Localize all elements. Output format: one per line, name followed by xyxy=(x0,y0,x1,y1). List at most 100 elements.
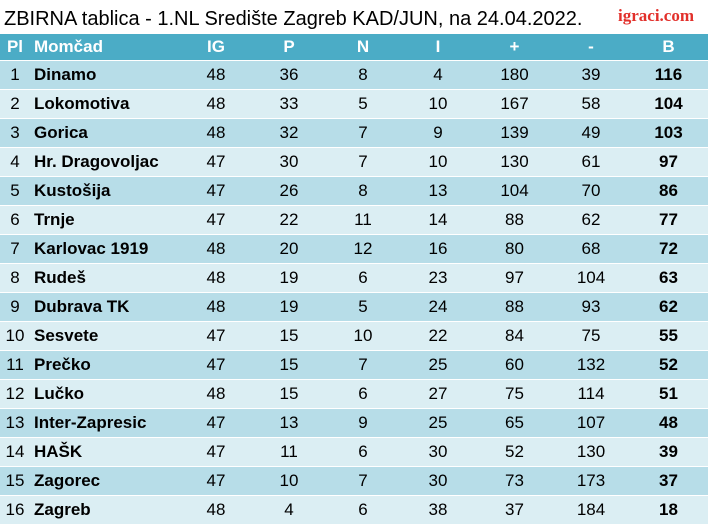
cell-losses: 27 xyxy=(400,379,476,409)
table-row: 8 Rudeš 48 19 6 23 97 104 63 xyxy=(0,263,708,293)
cell-draws: 5 xyxy=(326,89,400,119)
cell-losses: 9 xyxy=(400,118,476,148)
cell-losses: 13 xyxy=(400,176,476,206)
table-row: 12 Lučko 48 15 6 27 75 114 51 xyxy=(0,379,708,409)
standings-sheet: ZBIRNA tablica - 1.NL Središte Zagreb KA… xyxy=(0,6,708,525)
table-row: 11 Prečko 47 15 7 25 60 132 52 xyxy=(0,350,708,380)
cell-losses: 25 xyxy=(400,350,476,380)
cell-team: Zagorec xyxy=(30,466,180,496)
cell-losses: 22 xyxy=(400,321,476,351)
table-row: 14 HAŠK 47 11 6 30 52 130 39 xyxy=(0,437,708,467)
table-title: ZBIRNA tablica - 1.NL Središte Zagreb KA… xyxy=(4,8,583,30)
cell-place: 12 xyxy=(0,379,30,409)
cell-draws: 12 xyxy=(326,234,400,264)
cell-goals-for: 88 xyxy=(476,205,553,235)
cell-goals-for: 52 xyxy=(476,437,553,467)
cell-points: 63 xyxy=(629,263,708,293)
table-row: 16 Zagreb 48 4 6 38 37 184 18 xyxy=(0,495,708,525)
cell-losses: 10 xyxy=(400,147,476,177)
cell-draws: 10 xyxy=(326,321,400,351)
cell-points: 51 xyxy=(629,379,708,409)
cell-team: Lokomotiva xyxy=(30,89,180,119)
cell-place: 4 xyxy=(0,147,30,177)
cell-played: 48 xyxy=(180,495,252,525)
cell-wins: 13 xyxy=(252,408,326,438)
cell-wins: 33 xyxy=(252,89,326,119)
cell-team: Zagreb xyxy=(30,495,180,525)
cell-played: 48 xyxy=(180,379,252,409)
cell-played: 47 xyxy=(180,147,252,177)
cell-played: 48 xyxy=(180,89,252,119)
cell-losses: 14 xyxy=(400,205,476,235)
cell-points: 104 xyxy=(629,89,708,119)
cell-played: 48 xyxy=(180,263,252,293)
table-row: 5 Kustošija 47 26 8 13 104 70 86 xyxy=(0,176,708,206)
cell-points: 116 xyxy=(629,60,708,90)
cell-team: Dubrava TK xyxy=(30,292,180,322)
table-row: 4 Hr. Dragovoljac 47 30 7 10 130 61 97 xyxy=(0,147,708,177)
cell-goals-against: 62 xyxy=(553,205,629,235)
cell-points: 97 xyxy=(629,147,708,177)
cell-played: 47 xyxy=(180,321,252,351)
cell-points: 62 xyxy=(629,292,708,322)
cell-goals-against: 58 xyxy=(553,89,629,119)
cell-goals-for: 80 xyxy=(476,234,553,264)
cell-goals-for: 139 xyxy=(476,118,553,148)
cell-draws: 6 xyxy=(326,263,400,293)
cell-points: 86 xyxy=(629,176,708,206)
cell-losses: 25 xyxy=(400,408,476,438)
cell-team: Dinamo xyxy=(30,60,180,90)
cell-team: Gorica xyxy=(30,118,180,148)
cell-points: 77 xyxy=(629,205,708,235)
header-row: Pl Momčad IG P N I + - B xyxy=(0,34,708,61)
cell-place: 1 xyxy=(0,60,30,90)
cell-goals-against: 132 xyxy=(553,350,629,380)
header-n: N xyxy=(326,34,400,61)
cell-goals-against: 68 xyxy=(553,234,629,264)
header-p: P xyxy=(252,34,326,61)
cell-losses: 24 xyxy=(400,292,476,322)
cell-wins: 32 xyxy=(252,118,326,148)
cell-points: 39 xyxy=(629,437,708,467)
cell-goals-against: 173 xyxy=(553,466,629,496)
table-row: 2 Lokomotiva 48 33 5 10 167 58 104 xyxy=(0,89,708,119)
cell-place: 5 xyxy=(0,176,30,206)
cell-goals-against: 114 xyxy=(553,379,629,409)
cell-points: 48 xyxy=(629,408,708,438)
table-row: 10 Sesvete 47 15 10 22 84 75 55 xyxy=(0,321,708,351)
header-i: I xyxy=(400,34,476,61)
cell-team: Sesvete xyxy=(30,321,180,351)
table-row: 7 Karlovac 1919 48 20 12 16 80 68 72 xyxy=(0,234,708,264)
cell-played: 48 xyxy=(180,118,252,148)
cell-played: 48 xyxy=(180,60,252,90)
cell-played: 47 xyxy=(180,176,252,206)
table-row: 6 Trnje 47 22 11 14 88 62 77 xyxy=(0,205,708,235)
cell-losses: 16 xyxy=(400,234,476,264)
header-ig: IG xyxy=(180,34,252,61)
cell-goals-for: 88 xyxy=(476,292,553,322)
cell-wins: 30 xyxy=(252,147,326,177)
cell-points: 103 xyxy=(629,118,708,148)
cell-goals-against: 130 xyxy=(553,437,629,467)
cell-place: 14 xyxy=(0,437,30,467)
table-body: 1 Dinamo 48 36 8 4 180 39 116 2 Lokomotiva 48 33 5 10 1… xyxy=(0,60,708,525)
cell-goals-for: 65 xyxy=(476,408,553,438)
cell-played: 48 xyxy=(180,234,252,264)
cell-wins: 4 xyxy=(252,495,326,525)
cell-place: 15 xyxy=(0,466,30,496)
cell-played: 48 xyxy=(180,292,252,322)
cell-losses: 10 xyxy=(400,89,476,119)
cell-place: 7 xyxy=(0,234,30,264)
cell-draws: 6 xyxy=(326,437,400,467)
cell-points: 37 xyxy=(629,466,708,496)
cell-draws: 7 xyxy=(326,118,400,148)
cell-place: 13 xyxy=(0,408,30,438)
cell-points: 55 xyxy=(629,321,708,351)
cell-goals-for: 84 xyxy=(476,321,553,351)
igraci-logo[interactable]: igraci.com xyxy=(618,6,694,25)
cell-goals-against: 75 xyxy=(553,321,629,351)
cell-losses: 30 xyxy=(400,466,476,496)
cell-wins: 22 xyxy=(252,205,326,235)
cell-draws: 7 xyxy=(326,466,400,496)
cell-team: Inter-Zapresic xyxy=(30,408,180,438)
